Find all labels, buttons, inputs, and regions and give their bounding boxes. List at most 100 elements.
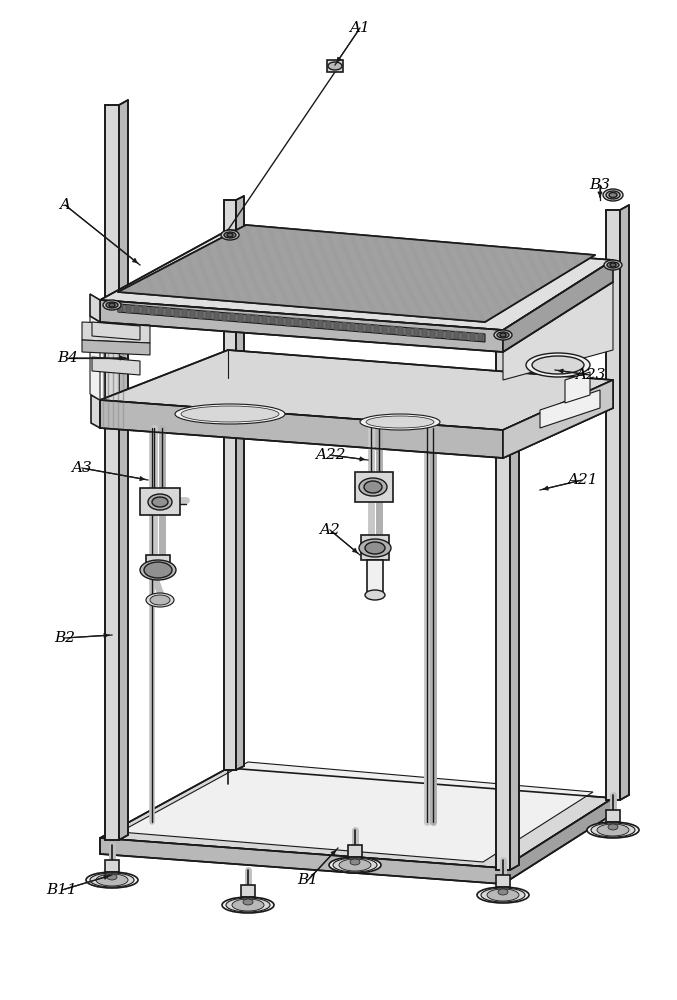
Polygon shape bbox=[118, 304, 123, 312]
Text: A: A bbox=[60, 198, 70, 212]
Polygon shape bbox=[446, 331, 451, 339]
Polygon shape bbox=[190, 310, 195, 318]
Polygon shape bbox=[158, 307, 163, 315]
Ellipse shape bbox=[497, 332, 509, 338]
Ellipse shape bbox=[608, 824, 618, 830]
Polygon shape bbox=[503, 380, 613, 458]
Ellipse shape bbox=[222, 897, 274, 913]
Polygon shape bbox=[406, 328, 411, 336]
Ellipse shape bbox=[365, 590, 385, 600]
Polygon shape bbox=[620, 205, 629, 800]
Polygon shape bbox=[430, 330, 435, 338]
Ellipse shape bbox=[487, 889, 519, 901]
Text: A3: A3 bbox=[72, 461, 92, 475]
Polygon shape bbox=[462, 332, 467, 340]
Text: A21: A21 bbox=[567, 473, 597, 487]
Text: B11: B11 bbox=[47, 883, 77, 897]
Polygon shape bbox=[327, 60, 343, 72]
Polygon shape bbox=[422, 329, 427, 337]
Polygon shape bbox=[503, 798, 613, 884]
Polygon shape bbox=[286, 318, 291, 326]
Text: B1: B1 bbox=[297, 873, 318, 887]
Ellipse shape bbox=[494, 330, 512, 340]
Ellipse shape bbox=[477, 887, 529, 903]
Polygon shape bbox=[150, 307, 155, 315]
Ellipse shape bbox=[109, 303, 115, 307]
Ellipse shape bbox=[329, 857, 381, 873]
Polygon shape bbox=[134, 305, 139, 313]
Polygon shape bbox=[206, 311, 211, 319]
Polygon shape bbox=[374, 325, 379, 333]
Polygon shape bbox=[224, 200, 236, 770]
Ellipse shape bbox=[339, 859, 371, 871]
Polygon shape bbox=[326, 321, 331, 329]
Ellipse shape bbox=[500, 333, 506, 337]
Polygon shape bbox=[278, 317, 283, 325]
Text: B2: B2 bbox=[55, 631, 76, 645]
Ellipse shape bbox=[221, 230, 239, 240]
Polygon shape bbox=[120, 762, 593, 862]
Ellipse shape bbox=[103, 300, 121, 310]
Ellipse shape bbox=[606, 191, 620, 199]
Polygon shape bbox=[350, 323, 355, 331]
Ellipse shape bbox=[146, 593, 174, 607]
Polygon shape bbox=[496, 260, 510, 870]
Ellipse shape bbox=[144, 562, 172, 578]
Polygon shape bbox=[348, 845, 362, 857]
Ellipse shape bbox=[107, 874, 117, 880]
Polygon shape bbox=[82, 340, 150, 355]
Ellipse shape bbox=[328, 62, 342, 70]
Ellipse shape bbox=[140, 560, 176, 580]
Polygon shape bbox=[366, 324, 371, 332]
Ellipse shape bbox=[227, 233, 233, 237]
Polygon shape bbox=[390, 326, 395, 334]
Text: A1: A1 bbox=[349, 21, 370, 35]
Polygon shape bbox=[100, 768, 613, 868]
Polygon shape bbox=[105, 860, 119, 872]
Polygon shape bbox=[198, 311, 203, 319]
Polygon shape bbox=[241, 885, 255, 897]
Polygon shape bbox=[334, 322, 339, 330]
Ellipse shape bbox=[106, 302, 118, 308]
Polygon shape bbox=[358, 324, 363, 332]
Text: A2: A2 bbox=[320, 523, 341, 537]
Ellipse shape bbox=[224, 232, 236, 238]
Ellipse shape bbox=[365, 542, 385, 554]
Ellipse shape bbox=[359, 478, 387, 496]
Ellipse shape bbox=[90, 873, 134, 887]
Ellipse shape bbox=[150, 595, 170, 605]
Polygon shape bbox=[414, 328, 419, 336]
Polygon shape bbox=[92, 322, 140, 340]
Polygon shape bbox=[470, 333, 475, 341]
Polygon shape bbox=[606, 810, 620, 822]
Polygon shape bbox=[174, 309, 179, 317]
Polygon shape bbox=[182, 309, 187, 317]
Polygon shape bbox=[230, 313, 235, 321]
Ellipse shape bbox=[86, 872, 138, 888]
Text: A22: A22 bbox=[315, 448, 345, 462]
Polygon shape bbox=[342, 322, 347, 330]
Ellipse shape bbox=[175, 404, 285, 424]
Polygon shape bbox=[438, 330, 443, 338]
Polygon shape bbox=[222, 313, 227, 321]
Polygon shape bbox=[318, 320, 323, 328]
Ellipse shape bbox=[587, 822, 639, 838]
Polygon shape bbox=[246, 314, 251, 322]
Polygon shape bbox=[382, 326, 387, 334]
Polygon shape bbox=[565, 372, 590, 403]
Polygon shape bbox=[236, 196, 244, 770]
Polygon shape bbox=[100, 230, 613, 330]
Polygon shape bbox=[361, 535, 389, 560]
Ellipse shape bbox=[148, 494, 172, 510]
Polygon shape bbox=[100, 838, 503, 884]
Polygon shape bbox=[367, 560, 383, 595]
Ellipse shape bbox=[526, 353, 590, 377]
Polygon shape bbox=[146, 555, 170, 575]
Polygon shape bbox=[310, 320, 315, 328]
Polygon shape bbox=[100, 350, 613, 430]
Ellipse shape bbox=[604, 260, 622, 270]
Ellipse shape bbox=[360, 414, 440, 430]
Ellipse shape bbox=[609, 192, 617, 198]
Polygon shape bbox=[454, 331, 459, 339]
Polygon shape bbox=[90, 294, 100, 322]
